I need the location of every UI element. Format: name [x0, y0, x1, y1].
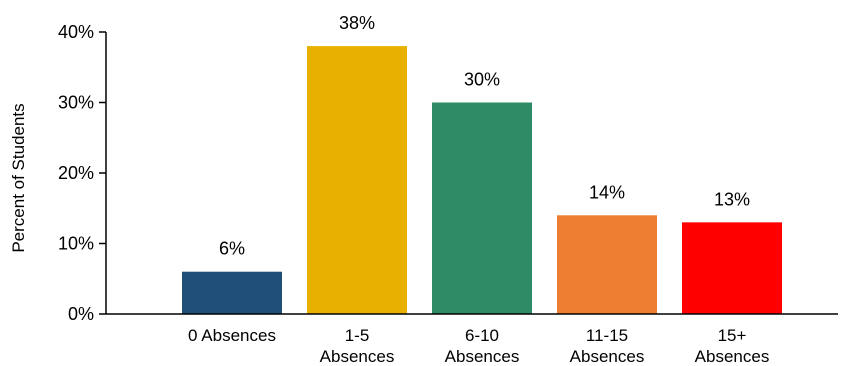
x-tick-label: 1-5 Absences [320, 326, 395, 366]
data-label: 38% [339, 13, 375, 33]
y-axis-title: Percent of Students [9, 103, 28, 252]
x-tick-label-line: 6-10 [465, 326, 499, 345]
y-tick-label: 20% [58, 163, 94, 183]
x-tick-label-line: 11-15 [586, 326, 628, 345]
x-tick-label-line: 15+ [718, 326, 747, 345]
data-label: 6% [219, 239, 245, 259]
x-tick-label: 15+ Absences [695, 326, 770, 366]
x-tick-label-line: 1-5 [345, 326, 370, 345]
bar [432, 102, 532, 314]
x-tick-label-line: Absences [445, 347, 520, 366]
y-tick-label: 10% [58, 234, 94, 254]
data-label: 13% [714, 189, 750, 209]
x-tick-label: 0 Absences [188, 326, 276, 345]
y-axis: 0% 10% 20% 30% 40% [58, 22, 106, 324]
value-labels: 6% 38% 30% 14% 13% [219, 13, 750, 259]
bar [182, 271, 282, 314]
bars [182, 46, 782, 314]
data-label: 30% [464, 70, 500, 90]
x-axis: 0 Absences 1-5 Absences 6-10 Absences 11-15 Ab… [188, 326, 769, 366]
x-tick-label-line: Absences [695, 347, 770, 366]
bar [307, 46, 407, 314]
x-tick-label-line: Absences [570, 347, 645, 366]
x-tick-label-line: 0 Absences [188, 326, 276, 345]
data-label: 14% [589, 182, 625, 202]
bar [682, 222, 782, 314]
x-tick-label-line: Absences [320, 347, 395, 366]
bar [557, 215, 657, 314]
x-tick-label: 11-15 Absences [570, 326, 645, 366]
y-tick-label: 0% [68, 304, 94, 324]
y-tick-label: 40% [58, 22, 94, 42]
y-tick-label: 30% [58, 93, 94, 113]
x-tick-label: 6-10 Absences [445, 326, 520, 366]
